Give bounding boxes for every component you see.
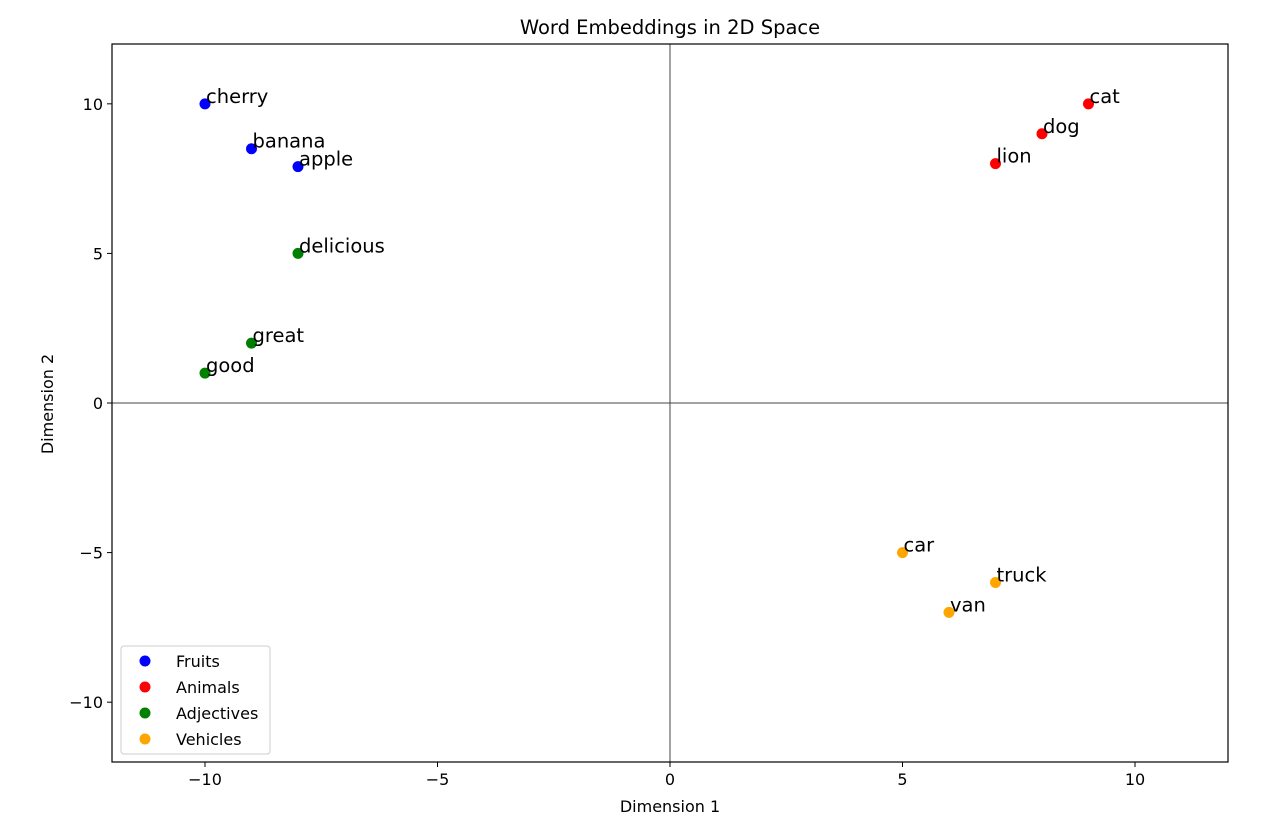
point-label-van: van [950, 593, 986, 616]
y-tick-label: 10 [83, 95, 103, 114]
point-label-delicious: delicious [299, 234, 385, 257]
legend: Fruits Animals Adjectives Vehicles [120, 645, 271, 755]
point-label-apple: apple [299, 148, 353, 171]
y-tick-label: 0 [93, 394, 103, 413]
data-point-cat [1083, 98, 1094, 110]
legend-marker-adjectives [139, 707, 151, 719]
point-label-truck: truck [997, 564, 1048, 587]
point-label-cherry: cherry [206, 85, 268, 108]
axes: −10 −5 0 5 10 −10 −5 0 5 10 [69, 43, 1229, 789]
x-tick-label: 5 [897, 770, 907, 789]
point-label-banana: banana [253, 130, 326, 153]
x-tick-label: 10 [1125, 770, 1145, 789]
point-label-dog: dog [1043, 115, 1080, 138]
legend-label-fruits: Fruits [176, 652, 220, 671]
chart-title: Word Embeddings in 2D Space [520, 16, 820, 39]
y-tick-label: −5 [79, 544, 103, 563]
point-label-great: great [253, 324, 305, 347]
data-point-dog [1036, 128, 1048, 140]
data-point-apple [292, 161, 304, 173]
legend-label-animals: Animals [176, 678, 240, 697]
point-label-lion: lion [997, 145, 1032, 168]
legend-label-vehicles: Vehicles [176, 730, 242, 749]
data-point-great [246, 337, 257, 349]
data-point-lion [990, 158, 1001, 170]
legend-label-adjectives: Adjectives [176, 704, 258, 723]
y-tick-label: 5 [93, 244, 103, 263]
point-label-good: good [206, 354, 255, 377]
legend-marker-vehicles [139, 733, 151, 745]
data-point-truck [990, 577, 1001, 588]
point-label-car: car [904, 534, 936, 557]
point-label-cat: cat [1090, 85, 1121, 108]
legend-marker-fruits [139, 655, 151, 667]
x-tick-label: −5 [426, 770, 450, 789]
data-point-car [897, 547, 908, 559]
x-tick-label: 0 [665, 770, 675, 789]
data-point-van [943, 606, 955, 618]
data-point-delicious [292, 247, 304, 259]
data-point-banana [246, 143, 257, 155]
y-tick-label: −10 [69, 693, 103, 712]
x-axis-label: Dimension 1 [620, 797, 720, 816]
y-axis-label: Dimension 2 [38, 354, 57, 454]
legend-marker-animals [139, 681, 151, 693]
legend-box [120, 645, 271, 755]
data-point-cherry [199, 98, 211, 110]
data-point-good [199, 367, 211, 379]
x-tick-label: −10 [188, 770, 222, 789]
